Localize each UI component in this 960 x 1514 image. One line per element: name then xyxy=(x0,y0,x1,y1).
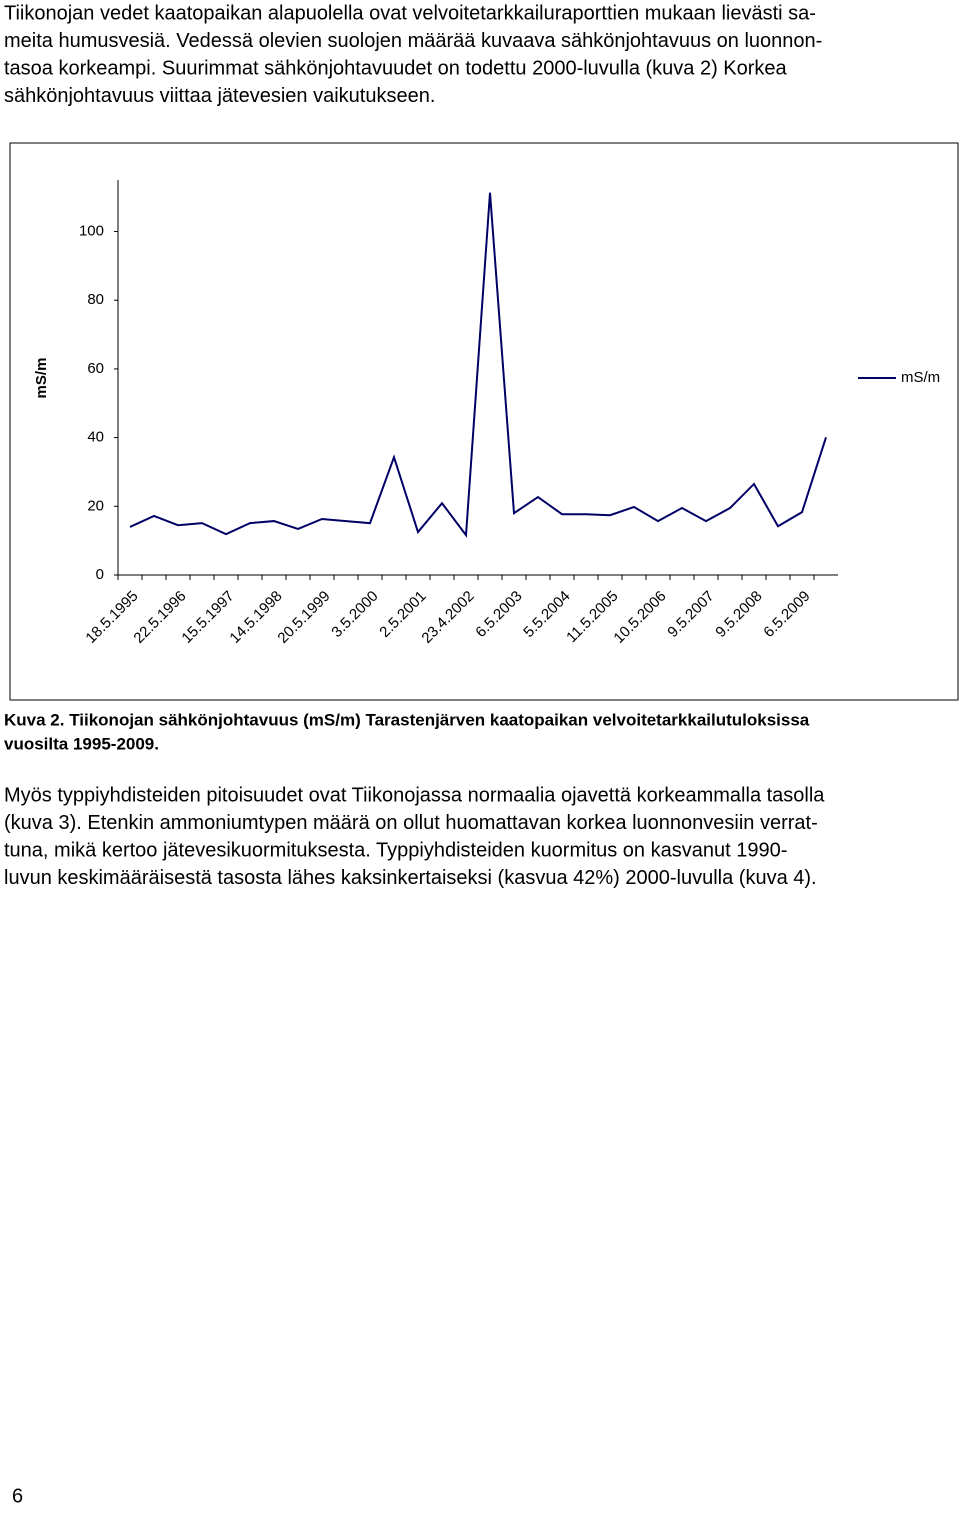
y-tick-label: 100 xyxy=(79,222,104,239)
x-tick-label: 6.5.2003 xyxy=(472,588,525,641)
caption-line: vuosilta 1995-2009. xyxy=(4,734,159,753)
y-tick-label: 40 xyxy=(87,429,104,446)
x-tick-label: 3.5.2000 xyxy=(328,588,381,641)
paragraph-line: tuna, mikä kertoo jätevesikuormituksesta… xyxy=(4,839,787,861)
paragraph-line: tasoa korkeampi. Suurimmat sähkönjohtavu… xyxy=(4,57,788,79)
data-line xyxy=(129,192,827,538)
paragraph-line: sähkönjohtavuus viittaa jätevesien vaiku… xyxy=(4,85,435,107)
x-tick-label: 9.5.2007 xyxy=(664,588,717,641)
page-number: 6 xyxy=(12,1485,23,1507)
x-tick-label: 6.5.2009 xyxy=(760,588,813,641)
paragraph-line: luvun keskimääräisestä tasosta lähes kak… xyxy=(4,867,817,889)
paragraph-line: meita humusvesiä. Vedessä olevien suoloj… xyxy=(4,30,822,52)
y-tick-label: 20 xyxy=(87,497,104,514)
y-tick-label: 80 xyxy=(87,291,104,308)
paragraph-line: Tiikonojan vedet kaatopaikan alapuolella… xyxy=(4,2,816,24)
legend-label: mS/m xyxy=(901,369,940,386)
x-tick-label: 9.5.2008 xyxy=(712,588,765,641)
x-tick-label: 20.5.1999 xyxy=(274,588,333,647)
paragraph-line: (kuva 3). Etenkin ammoniumtypen määrä on… xyxy=(4,812,818,834)
paragraph-line: Myös typpiyhdisteiden pitoisuudet ovat T… xyxy=(4,784,825,806)
y-tick-label: 0 xyxy=(96,566,104,583)
x-tick-label: 23.4.2002 xyxy=(418,588,477,647)
caption-line: Kuva 2. Tiikonojan sähkönjohtavuus (mS/m… xyxy=(4,710,810,729)
y-axis-label: mS/m xyxy=(33,358,50,399)
x-tick-label: 10.5.2006 xyxy=(610,588,669,647)
chart-frame xyxy=(9,142,959,701)
y-tick-label: 60 xyxy=(87,360,104,377)
